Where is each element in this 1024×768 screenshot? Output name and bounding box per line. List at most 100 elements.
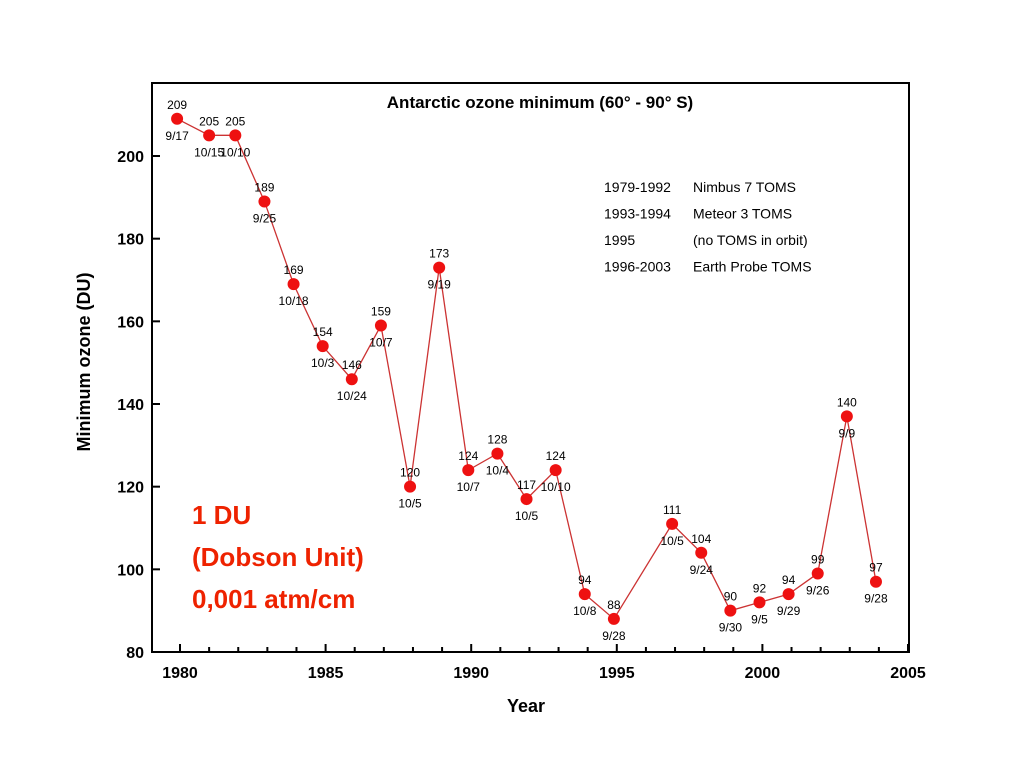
legend-years: 1995 xyxy=(604,232,635,248)
date-label: 9/28 xyxy=(602,629,626,643)
date-label: 9/17 xyxy=(165,129,189,143)
y-tick-label: 140 xyxy=(117,397,144,414)
value-label: 209 xyxy=(167,98,187,112)
y-tick-label: 100 xyxy=(117,562,144,579)
date-label: 10/24 xyxy=(337,389,367,403)
value-label: 94 xyxy=(578,573,592,587)
date-label: 10/10 xyxy=(541,480,571,494)
legend-instrument: (no TOMS in orbit) xyxy=(693,232,808,248)
value-label: 99 xyxy=(811,552,825,566)
date-label: 9/30 xyxy=(719,621,743,635)
value-label: 205 xyxy=(225,114,245,128)
value-label: 140 xyxy=(837,395,857,409)
data-point xyxy=(462,464,475,477)
date-label: 10/15 xyxy=(194,145,224,159)
data-point xyxy=(171,112,184,125)
note-line: 1 DU xyxy=(192,500,251,530)
value-label: 189 xyxy=(254,180,274,194)
data-point xyxy=(520,493,533,506)
data-point xyxy=(695,546,708,559)
value-label: 205 xyxy=(199,114,219,128)
legend-years: 1979-1992 xyxy=(604,179,671,195)
chart-title: Antarctic ozone minimum (60° - 90° S) xyxy=(387,93,693,112)
value-label: 124 xyxy=(458,449,478,463)
data-point xyxy=(374,319,387,332)
date-label: 9/24 xyxy=(690,563,714,577)
y-tick-label: 200 xyxy=(117,149,144,166)
value-label: 173 xyxy=(429,247,449,261)
date-label: 10/10 xyxy=(220,145,250,159)
data-point xyxy=(724,604,737,617)
legend-years: 1996-2003 xyxy=(604,259,671,275)
x-tick-label: 2005 xyxy=(890,665,926,682)
date-label: 9/28 xyxy=(864,592,888,606)
value-label: 120 xyxy=(400,466,420,480)
y-tick-label: 160 xyxy=(117,314,144,331)
x-tick-label: 2000 xyxy=(745,665,781,682)
value-label: 117 xyxy=(517,478,536,492)
plot-frame xyxy=(151,82,910,653)
date-label: 10/5 xyxy=(398,497,422,511)
value-label: 169 xyxy=(284,263,304,277)
note-line: (Dobson Unit) xyxy=(192,542,364,572)
value-label: 92 xyxy=(753,581,767,595)
x-tick-label: 1985 xyxy=(308,665,344,682)
data-point xyxy=(345,373,358,386)
date-label: 10/4 xyxy=(486,464,510,478)
legend-instrument: Nimbus 7 TOMS xyxy=(693,179,796,195)
data-point xyxy=(229,129,242,142)
value-label: 94 xyxy=(782,573,796,587)
data-point xyxy=(433,261,446,274)
data-point xyxy=(607,612,620,625)
data-point xyxy=(753,596,766,609)
date-label: 10/5 xyxy=(660,534,684,548)
legend-years: 1993-1994 xyxy=(604,206,671,222)
data-point xyxy=(404,480,417,493)
value-label: 111 xyxy=(663,503,682,517)
data-point xyxy=(203,129,216,142)
dobson-unit-note: 1 DU (Dobson Unit) 0,001 atm/cm xyxy=(192,500,364,614)
data-point xyxy=(316,340,329,353)
legend: 1979-1992 Nimbus 7 TOMS 1993-1994 Meteor 3 … xyxy=(604,179,812,275)
legend-instrument: Meteor 3 TOMS xyxy=(693,206,792,222)
date-label: 9/26 xyxy=(806,583,830,597)
date-label: 9/19 xyxy=(427,278,451,292)
y-axis: 80 100 120 140 160 180 200 xyxy=(117,149,160,662)
data-point xyxy=(258,195,271,208)
value-label: 124 xyxy=(546,449,566,463)
data-point xyxy=(869,575,882,588)
data-point xyxy=(666,517,679,530)
data-point xyxy=(287,278,300,291)
x-tick-label: 1980 xyxy=(162,665,198,682)
value-label: 154 xyxy=(313,325,333,339)
date-label: 9/29 xyxy=(777,604,801,618)
data-point xyxy=(811,567,824,580)
y-tick-label: 120 xyxy=(117,480,144,497)
date-label: 10/18 xyxy=(279,294,309,308)
data-point xyxy=(491,447,504,460)
y-tick-label: 180 xyxy=(117,232,144,249)
legend-instrument: Earth Probe TOMS xyxy=(693,259,812,275)
x-axis-title: Year xyxy=(507,696,545,716)
value-label: 104 xyxy=(691,532,711,546)
value-label: 97 xyxy=(869,561,883,575)
y-tick-label: 80 xyxy=(126,645,144,662)
value-label: 128 xyxy=(487,433,507,447)
y-axis-title: Minimum ozone (DU) xyxy=(74,273,94,452)
data-markers: 209 9/17 205 10/15 205 10/10 189 9/25 169 10/18 15… xyxy=(165,98,888,643)
data-point xyxy=(549,464,562,477)
data-point xyxy=(782,588,795,601)
date-label: 9/5 xyxy=(751,612,768,626)
date-label: 10/8 xyxy=(573,604,597,618)
date-label: 10/5 xyxy=(515,509,539,523)
data-point xyxy=(840,410,853,423)
value-label: 88 xyxy=(607,598,621,612)
date-label: 9/9 xyxy=(839,426,856,440)
date-label: 10/7 xyxy=(369,335,393,349)
value-label: 159 xyxy=(371,304,391,318)
value-label: 146 xyxy=(342,358,362,372)
x-tick-label: 1990 xyxy=(453,665,489,682)
data-point xyxy=(578,588,591,601)
x-axis: 1980 1985 1990 1995 2000 2005 xyxy=(162,644,926,682)
